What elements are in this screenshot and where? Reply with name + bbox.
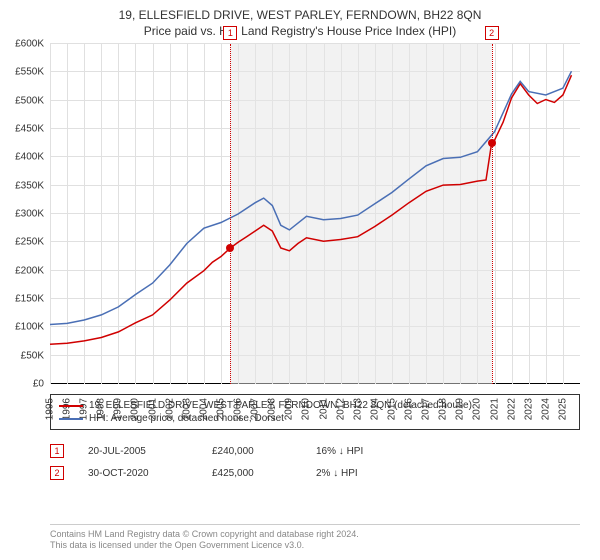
series-line-property <box>50 75 572 344</box>
y-tick-label: £550K <box>15 67 44 78</box>
event-marker-box-2: 2 <box>50 466 64 480</box>
event-price-1: £240,000 <box>212 446 292 457</box>
event-dot-2 <box>488 139 496 147</box>
footer-line-2: This data is licensed under the Open Gov… <box>50 540 580 552</box>
legend-label-hpi: HPI: Average price, detached house, Dors… <box>89 413 284 424</box>
footer-line-1: Contains HM Land Registry data © Crown c… <box>50 529 580 541</box>
line-series-svg <box>50 44 580 384</box>
footer-attribution: Contains HM Land Registry data © Crown c… <box>50 524 580 552</box>
events-table: 1 20-JUL-2005 £240,000 16% ↓ HPI 2 30-OC… <box>50 440 580 484</box>
y-tick-label: £150K <box>15 294 44 305</box>
event-date-1: 20-JUL-2005 <box>88 446 188 457</box>
series-line-hpi <box>50 71 572 324</box>
y-tick-label: £100K <box>15 322 44 333</box>
chart-container: 19, ELLESFIELD DRIVE, WEST PARLEY, FERND… <box>0 0 600 560</box>
legend-label-property: 19, ELLESFIELD DRIVE, WEST PARLEY, FERND… <box>89 400 472 411</box>
y-tick-label: £350K <box>15 180 44 191</box>
event-flag-1: 1 <box>223 26 237 40</box>
legend-item-hpi: HPI: Average price, detached house, Dors… <box>59 412 571 425</box>
y-tick-label: £400K <box>15 152 44 163</box>
legend-box: 19, ELLESFIELD DRIVE, WEST PARLEY, FERND… <box>50 394 580 430</box>
y-tick-label: £500K <box>15 95 44 106</box>
legend-swatch-hpi <box>59 418 83 420</box>
legend-swatch-property <box>59 405 83 407</box>
event-price-2: £425,000 <box>212 468 292 479</box>
event-date-2: 30-OCT-2020 <box>88 468 188 479</box>
y-tick-label: £50K <box>21 350 44 361</box>
event-marker-box-1: 1 <box>50 444 64 458</box>
y-tick-label: £450K <box>15 124 44 135</box>
event-row-2: 2 30-OCT-2020 £425,000 2% ↓ HPI <box>50 462 580 484</box>
event-delta-2: 2% ↓ HPI <box>316 468 396 479</box>
event-vline-1 <box>230 44 231 384</box>
y-tick-label: £300K <box>15 209 44 220</box>
legend-item-property: 19, ELLESFIELD DRIVE, WEST PARLEY, FERND… <box>59 399 571 412</box>
y-tick-label: £0 <box>33 379 44 390</box>
y-tick-label: £250K <box>15 237 44 248</box>
event-flag-2: 2 <box>485 26 499 40</box>
chart-title-address: 19, ELLESFIELD DRIVE, WEST PARLEY, FERND… <box>0 8 600 22</box>
event-delta-1: 16% ↓ HPI <box>316 446 396 457</box>
event-row-1: 1 20-JUL-2005 £240,000 16% ↓ HPI <box>50 440 580 462</box>
y-tick-label: £200K <box>15 265 44 276</box>
event-dot-1 <box>226 244 234 252</box>
plot-area: 12 £0£50K£100K£150K£200K£250K£300K£350K£… <box>50 44 580 384</box>
y-tick-label: £600K <box>15 39 44 50</box>
chart-title-subtitle: Price paid vs. HM Land Registry's House … <box>0 24 600 38</box>
event-vline-2 <box>492 44 493 384</box>
